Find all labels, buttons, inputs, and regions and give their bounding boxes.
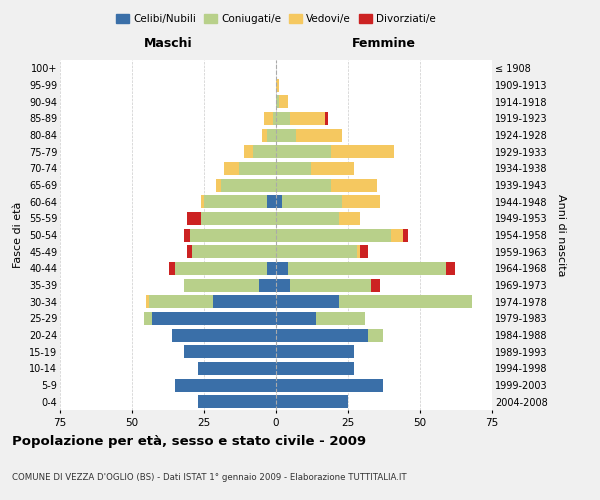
Bar xyxy=(175,262,268,275)
Bar xyxy=(290,278,371,291)
Bar xyxy=(193,245,276,258)
Bar xyxy=(184,228,190,241)
Text: COMUNE DI VEZZA D'OGLIO (BS) - Dati ISTAT 1° gennaio 2009 - Elaborazione TUTTITA: COMUNE DI VEZZA D'OGLIO (BS) - Dati ISTA… xyxy=(12,472,407,482)
Bar xyxy=(259,278,276,291)
Text: Popolazione per età, sesso e stato civile - 2009: Popolazione per età, sesso e stato civil… xyxy=(12,435,366,448)
Bar xyxy=(290,112,325,125)
Bar xyxy=(152,312,276,325)
Bar xyxy=(276,145,331,158)
Bar xyxy=(169,262,175,275)
Bar xyxy=(276,262,287,275)
Bar xyxy=(340,295,472,308)
Bar xyxy=(198,362,276,375)
Bar xyxy=(253,145,276,158)
Bar xyxy=(331,145,394,158)
Bar xyxy=(331,178,377,192)
Bar xyxy=(184,345,276,358)
Bar xyxy=(190,228,276,241)
Bar xyxy=(287,262,446,275)
Bar xyxy=(276,112,290,125)
Bar xyxy=(276,395,348,408)
Bar xyxy=(172,328,276,342)
Bar xyxy=(273,112,276,125)
Bar xyxy=(371,278,380,291)
Bar xyxy=(276,78,279,92)
Text: Femmine: Femmine xyxy=(352,37,416,50)
Bar xyxy=(276,95,279,108)
Bar xyxy=(224,162,239,175)
Bar xyxy=(184,278,259,291)
Bar xyxy=(359,245,368,258)
Bar xyxy=(276,212,340,225)
Bar xyxy=(268,128,276,141)
Bar xyxy=(146,295,149,308)
Bar xyxy=(268,195,276,208)
Bar xyxy=(143,312,152,325)
Bar xyxy=(265,112,273,125)
Bar xyxy=(276,228,391,241)
Bar xyxy=(239,162,276,175)
Bar xyxy=(446,262,455,275)
Bar xyxy=(276,195,282,208)
Bar xyxy=(201,195,204,208)
Bar xyxy=(316,312,365,325)
Bar xyxy=(175,378,276,392)
Bar xyxy=(276,362,354,375)
Text: Maschi: Maschi xyxy=(143,37,193,50)
Bar xyxy=(368,328,383,342)
Bar xyxy=(221,178,276,192)
Bar xyxy=(276,345,354,358)
Bar xyxy=(149,295,212,308)
Bar xyxy=(276,312,316,325)
Bar xyxy=(276,245,356,258)
Bar xyxy=(276,178,331,192)
Bar xyxy=(342,195,380,208)
Bar xyxy=(311,162,354,175)
Bar xyxy=(403,228,409,241)
Bar xyxy=(187,245,193,258)
Bar xyxy=(276,328,368,342)
Bar xyxy=(296,128,342,141)
Bar xyxy=(276,128,296,141)
Legend: Celibi/Nubili, Coniugati/e, Vedovi/e, Divorziati/e: Celibi/Nubili, Coniugati/e, Vedovi/e, Di… xyxy=(112,10,440,29)
Bar xyxy=(276,162,311,175)
Bar xyxy=(215,178,221,192)
Bar xyxy=(268,262,276,275)
Bar xyxy=(198,395,276,408)
Bar xyxy=(276,295,340,308)
Bar xyxy=(391,228,403,241)
Bar xyxy=(201,212,276,225)
Bar xyxy=(244,145,253,158)
Bar xyxy=(279,95,287,108)
Bar xyxy=(276,278,290,291)
Bar xyxy=(204,195,268,208)
Bar xyxy=(325,112,328,125)
Y-axis label: Fasce di età: Fasce di età xyxy=(13,202,23,268)
Bar xyxy=(356,245,359,258)
Bar xyxy=(340,212,359,225)
Y-axis label: Anni di nascita: Anni di nascita xyxy=(556,194,566,276)
Bar xyxy=(212,295,276,308)
Bar xyxy=(262,128,268,141)
Bar xyxy=(187,212,201,225)
Bar xyxy=(276,378,383,392)
Bar xyxy=(282,195,342,208)
